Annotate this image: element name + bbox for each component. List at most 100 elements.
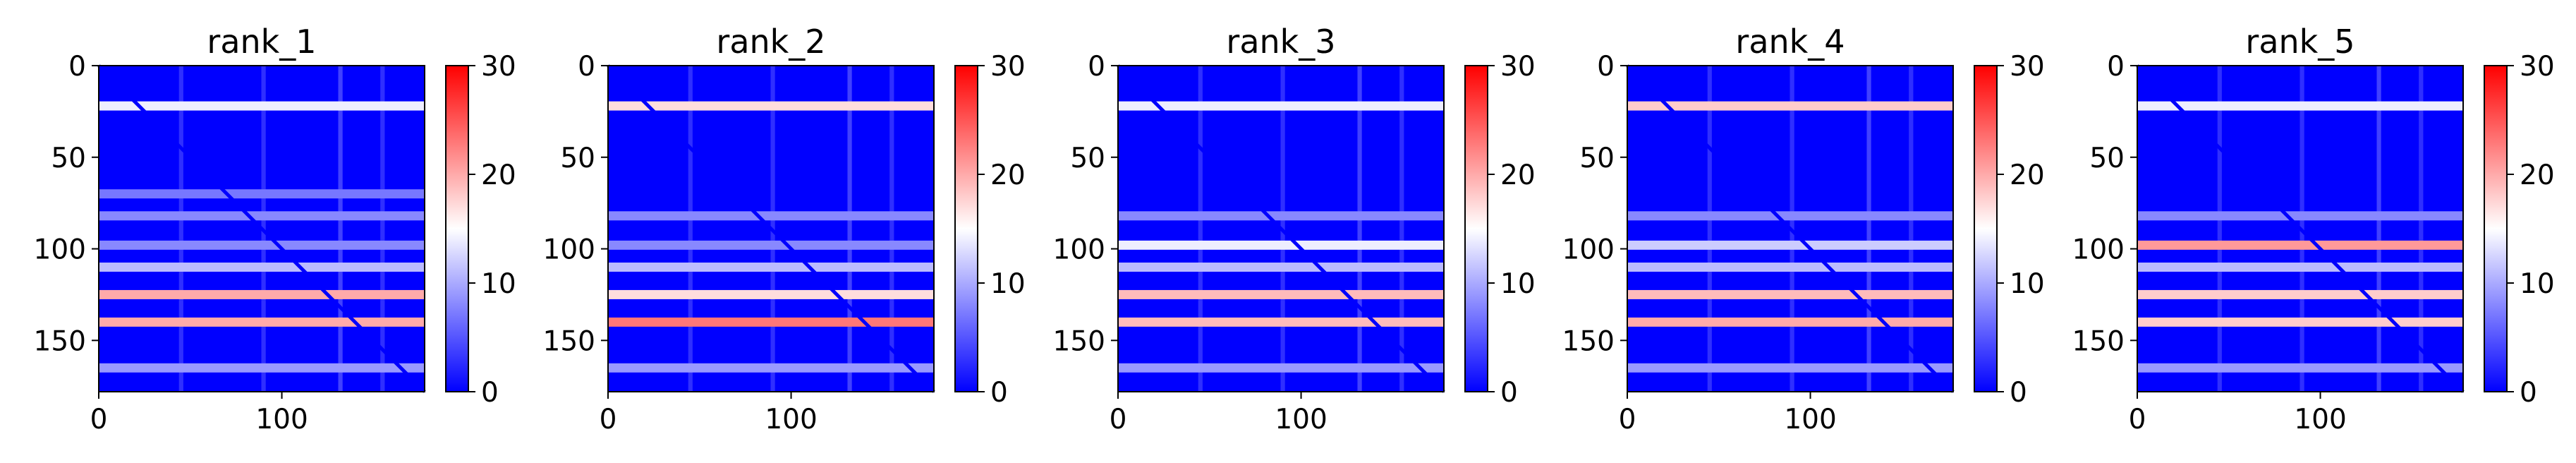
heatmap-row-band-5-2 — [2137, 211, 2463, 221]
y-tick-label-2-100: 100 — [543, 234, 595, 266]
x-tick-label-3-0: 0 — [1110, 404, 1127, 435]
colorbar-3 — [1464, 65, 1488, 392]
panel-title-1: rank_1 — [207, 23, 316, 61]
colorbar-2 — [954, 65, 978, 392]
x-tick-label-4-100: 100 — [1784, 404, 1836, 435]
panel-1: rank_1 0 50 100 150 0 100 0 10 20 30 — [34, 23, 516, 435]
heatmap-row-band-4-6 — [1627, 317, 1953, 327]
heatmap-column-band-1-3 — [338, 66, 343, 392]
heatmap-column-band-1-4 — [380, 66, 385, 392]
panel-5: rank_5 0 50 100 150 0 100 0 10 20 30 — [2072, 23, 2555, 435]
heatmap-row-band-2-5 — [608, 289, 934, 299]
heatmap-column-band-2-3 — [847, 66, 852, 392]
x-tick-label-2-100: 100 — [765, 404, 817, 435]
panel-title-3: rank_3 — [1226, 23, 1335, 61]
x-tick-label-4-0: 0 — [1619, 404, 1636, 435]
colorbar-tick-label-3-0: 0 — [1500, 377, 1518, 409]
heatmap-column-band-4-1 — [1707, 66, 1712, 392]
colorbar-tick-label-4-0: 0 — [2010, 377, 2027, 409]
heatmap-row-band-3-5 — [1118, 289, 1444, 299]
heatmap-row-band-5-7 — [2137, 363, 2463, 373]
heatmap-column-band-4-4 — [1909, 66, 1914, 392]
colorbar-tick-label-1-0: 0 — [481, 377, 499, 409]
heatmap-row-band-5-5 — [2137, 289, 2463, 299]
axes-frame-1 — [98, 65, 425, 392]
heatmap-row-band-3-4 — [1118, 263, 1444, 272]
heatmap-row-band-2-4 — [608, 263, 934, 272]
y-tick-label-4-100: 100 — [1562, 234, 1615, 266]
y-tick-label-3-100: 100 — [1053, 234, 1105, 266]
heatmap-row-band-4-5 — [1627, 289, 1953, 299]
colorbar-tick-label-2-10: 10 — [990, 268, 1026, 300]
heatmap-row-band-5-4 — [2137, 263, 2463, 272]
colorbar-tick-label-3-20: 20 — [1500, 160, 1536, 191]
heatmap-row-band-1-3 — [99, 211, 425, 221]
heatmap-row-band-1-5 — [99, 263, 425, 272]
panel-4: rank_4 0 50 100 150 0 100 0 10 20 30 — [1562, 23, 2045, 435]
heatmap-row-band-3-3 — [1118, 240, 1444, 250]
x-tick-label-2-0: 0 — [600, 404, 617, 435]
colorbar-tick-label-2-20: 20 — [990, 160, 1026, 191]
y-tick-label-5-100: 100 — [2072, 234, 2125, 266]
heatmap-row-band-3-2 — [1118, 211, 1444, 221]
colorbar-tick-label-4-30: 30 — [2010, 51, 2045, 83]
panel-2: rank_2 0 50 100 150 0 100 0 10 20 30 — [543, 23, 1026, 435]
heatmap-row-band-3-6 — [1118, 317, 1444, 327]
heatmap-row-band-2-6 — [608, 317, 934, 327]
heatmap-column-band-1-1 — [178, 66, 183, 392]
colorbar-tick-label-1-10: 10 — [481, 268, 516, 300]
heatmap-row-band-4-1 — [1627, 101, 1953, 111]
heatmap-row-band-3-1 — [1118, 101, 1444, 111]
heatmap-diagonal-2 — [607, 64, 935, 393]
colorbar-tick-label-4-20: 20 — [2010, 160, 2045, 191]
heatmap-row-band-4-7 — [1627, 363, 1953, 373]
y-tick-label-4-0: 0 — [1597, 51, 1615, 83]
heatmap-row-band-5-3 — [2137, 240, 2463, 250]
colorbar-tick-label-5-20: 20 — [2520, 160, 2555, 191]
x-tick-label-1-100: 100 — [255, 404, 308, 435]
heatmap-column-band-3-4 — [1399, 66, 1404, 392]
heatmap-row-band-1-6 — [99, 289, 425, 299]
y-tick-label-3-0: 0 — [1088, 51, 1105, 83]
axes-frame-5 — [2137, 65, 2464, 392]
heatmap-column-band-5-1 — [2217, 66, 2222, 392]
panel-3: rank_3 0 50 100 150 0 100 0 10 20 30 — [1053, 23, 1536, 435]
y-tick-label-4-50: 50 — [1579, 143, 1615, 174]
colorbar-4 — [1974, 65, 1998, 392]
colorbar-tick-label-5-10: 10 — [2520, 268, 2555, 300]
x-tick-label-5-100: 100 — [2294, 404, 2346, 435]
heatmap-column-band-2-1 — [688, 66, 693, 392]
y-tick-label-1-0: 0 — [68, 51, 86, 83]
colorbar-tick-label-3-10: 10 — [1500, 268, 1536, 300]
panel-title-5: rank_5 — [2245, 23, 2355, 61]
colorbar-tick-label-1-30: 30 — [481, 51, 516, 83]
heatmap-column-band-5-4 — [2419, 66, 2424, 392]
y-tick-label-1-100: 100 — [34, 234, 86, 266]
heatmap-row-band-1-8 — [99, 363, 425, 373]
heatmap-diagonal-5 — [2136, 64, 2465, 393]
heatmap-column-band-5-3 — [2376, 66, 2381, 392]
heatmap-row-band-3-7 — [1118, 363, 1444, 373]
heatmap-row-band-1-2 — [99, 189, 425, 199]
heatmap-row-band-2-2 — [608, 211, 934, 221]
y-tick-label-2-150: 150 — [543, 325, 595, 357]
axes-frame-2 — [607, 65, 935, 392]
colorbar-tick-label-3-30: 30 — [1500, 51, 1536, 83]
colorbar-5 — [2484, 65, 2508, 392]
heatmap-row-band-5-1 — [2137, 101, 2463, 111]
x-tick-label-1-0: 0 — [90, 404, 108, 435]
y-tick-label-5-0: 0 — [2107, 51, 2125, 83]
y-tick-label-3-150: 150 — [1053, 325, 1105, 357]
y-tick-label-3-50: 50 — [1070, 143, 1105, 174]
heatmap-diagonal-1 — [97, 64, 426, 393]
heatmap-column-band-3-1 — [1198, 66, 1203, 392]
y-tick-label-2-50: 50 — [560, 143, 595, 174]
x-tick-label-3-100: 100 — [1275, 404, 1327, 435]
panel-title-2: rank_2 — [716, 23, 825, 61]
heatmap-row-band-4-4 — [1627, 263, 1953, 272]
heatmap-row-band-4-2 — [1627, 211, 1953, 221]
colorbar-1 — [445, 65, 469, 392]
heatmap-column-band-4-3 — [1866, 66, 1871, 392]
y-tick-label-4-150: 150 — [1562, 325, 1615, 357]
colorbar-tick-label-2-30: 30 — [990, 51, 1026, 83]
